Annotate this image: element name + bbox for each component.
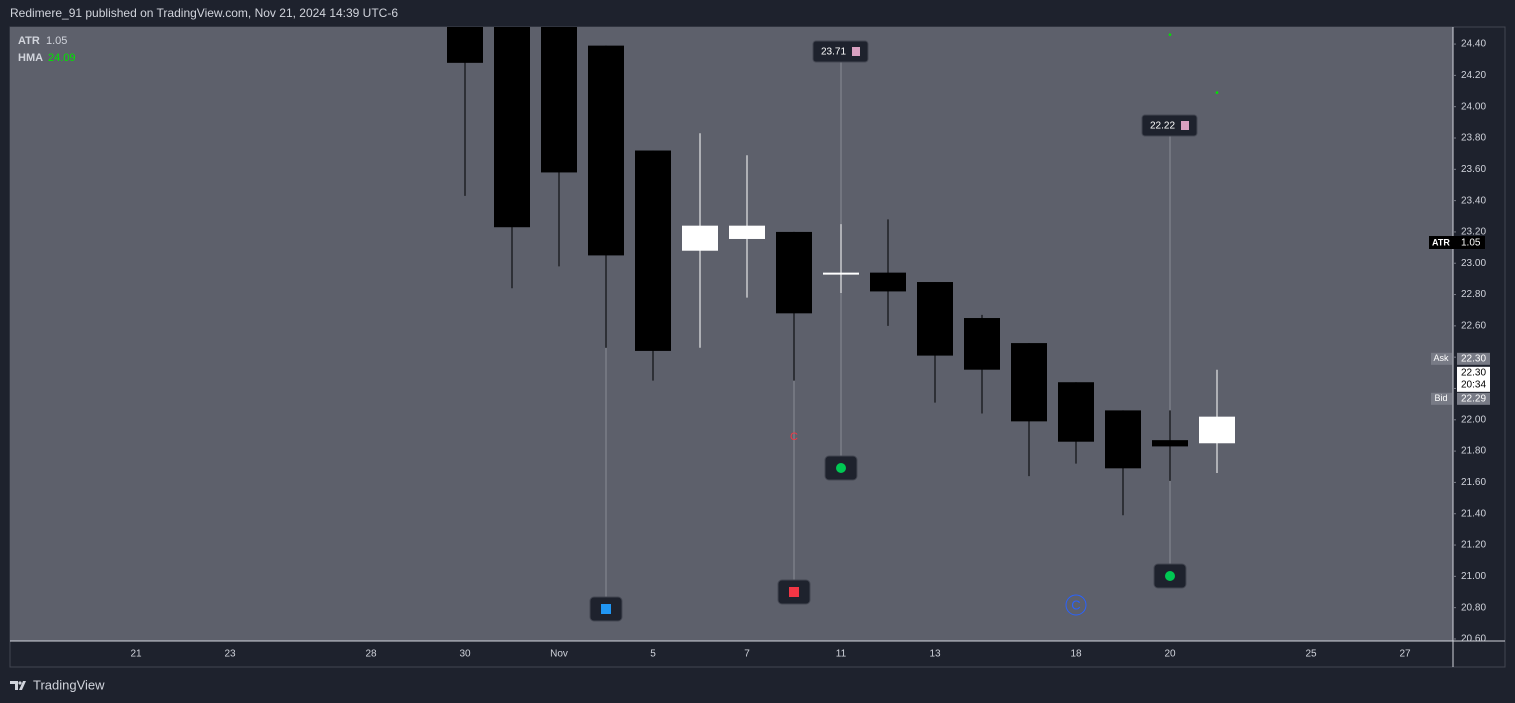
- y-tick-label: 24.40: [1461, 39, 1486, 50]
- y-tick-label: 20.80: [1461, 602, 1486, 613]
- atr-tag-name: ATR: [1432, 237, 1450, 247]
- legend-value: 24.09: [48, 52, 76, 64]
- event-dot: [836, 463, 846, 473]
- price-tag-name-bg: [1431, 392, 1452, 405]
- price-tag-name: Ask: [1433, 353, 1449, 363]
- plot-area: [10, 27, 1453, 641]
- candle-body: [1058, 382, 1094, 442]
- x-tick-label: 20: [1164, 649, 1176, 660]
- event-dot: [1165, 571, 1175, 581]
- candle-body: [870, 272, 906, 292]
- x-tick-label: 18: [1070, 649, 1082, 660]
- candle-body: [1152, 440, 1188, 447]
- y-tick-label: 22.80: [1461, 289, 1486, 300]
- x-tick-label: 25: [1305, 649, 1317, 660]
- annotation-text: 23.71: [821, 47, 846, 58]
- legend-value: 1.05: [46, 35, 67, 47]
- y-tick-label: 23.20: [1461, 227, 1486, 238]
- annotation-icon: [1181, 121, 1189, 130]
- y-tick-label: 21.00: [1461, 571, 1486, 582]
- x-tick-label: 13: [929, 649, 941, 660]
- candle-body: [1105, 410, 1141, 469]
- annotation-bg: [1141, 114, 1198, 137]
- annotation-bg: [812, 40, 869, 63]
- candle-body: [964, 318, 1000, 370]
- annotation-text: C: [1071, 597, 1080, 612]
- event-square: [789, 587, 799, 597]
- price-tag-value: 22.30: [1461, 353, 1486, 364]
- price-tag-name-bg: [1431, 352, 1452, 365]
- candle-body: [635, 150, 671, 351]
- candle-body: [541, 27, 577, 173]
- x-tick-label: 30: [459, 649, 471, 660]
- last-price: 22.30: [1461, 367, 1486, 378]
- price-tag-name: Bid: [1434, 393, 1447, 403]
- countdown: 20:34: [1461, 379, 1486, 390]
- x-tick-label: 23: [224, 649, 236, 660]
- y-tick-label: 22.60: [1461, 320, 1486, 331]
- y-tick-label: 23.00: [1461, 258, 1486, 269]
- y-tick-label: 23.60: [1461, 164, 1486, 175]
- y-tick-label: 21.40: [1461, 508, 1486, 519]
- candle-body: [1199, 416, 1235, 444]
- candle-body: [682, 225, 718, 251]
- x-tick-label: 28: [365, 649, 377, 660]
- y-tick-label: 23.40: [1461, 195, 1486, 206]
- annotation-text: 22.22: [1150, 121, 1175, 132]
- plot: [447, 27, 1235, 597]
- annotation-text: C: [790, 431, 798, 443]
- annotation-icon: [852, 47, 860, 56]
- event-circle: [1065, 594, 1087, 616]
- price-tag-bg: [1457, 392, 1490, 405]
- candle-body: [776, 231, 812, 314]
- x-tick-label: 7: [744, 649, 750, 660]
- candle-body: [588, 45, 624, 256]
- candle-body: [823, 272, 859, 275]
- y-tick-label: 21.80: [1461, 446, 1486, 457]
- price-tag-value: 22.29: [1461, 393, 1486, 404]
- candle-body: [729, 225, 765, 239]
- footer-logo: [10, 681, 26, 690]
- candle-body: [917, 282, 953, 356]
- x-tick-label: 11: [836, 649, 847, 660]
- hma-point: [1215, 91, 1219, 94]
- y-tick-label: 20.60: [1461, 634, 1486, 645]
- y-tick-label: 24.20: [1461, 70, 1486, 81]
- price-tag-bg: [1457, 352, 1490, 365]
- header: Redimere_91 published on TradingView.com…: [10, 6, 398, 20]
- hma-point: [1168, 33, 1172, 36]
- x-tick-label: 21: [130, 649, 142, 660]
- atr-tag: [1429, 236, 1485, 249]
- x-tick-label: Nov: [550, 649, 568, 660]
- last-price-tag: [1457, 366, 1490, 392]
- y-tick-label: 23.80: [1461, 133, 1486, 144]
- x-tick-label: 27: [1399, 649, 1411, 660]
- y-tick-label: 21.60: [1461, 477, 1486, 488]
- candle-body: [447, 27, 483, 63]
- legend-name: ATR: [18, 35, 40, 47]
- candle-body: [494, 27, 530, 228]
- event-square: [601, 604, 611, 614]
- x-tick-label: 5: [650, 649, 656, 660]
- legend-name: HMA: [18, 52, 43, 64]
- footer: TradingView: [33, 677, 105, 692]
- atr-tag-value: 1.05: [1461, 238, 1481, 249]
- y-tick-label: 24.00: [1461, 101, 1486, 112]
- candle-body: [1011, 343, 1047, 422]
- y-tick-label: 21.20: [1461, 540, 1486, 551]
- y-tick-label: 22.00: [1461, 414, 1486, 425]
